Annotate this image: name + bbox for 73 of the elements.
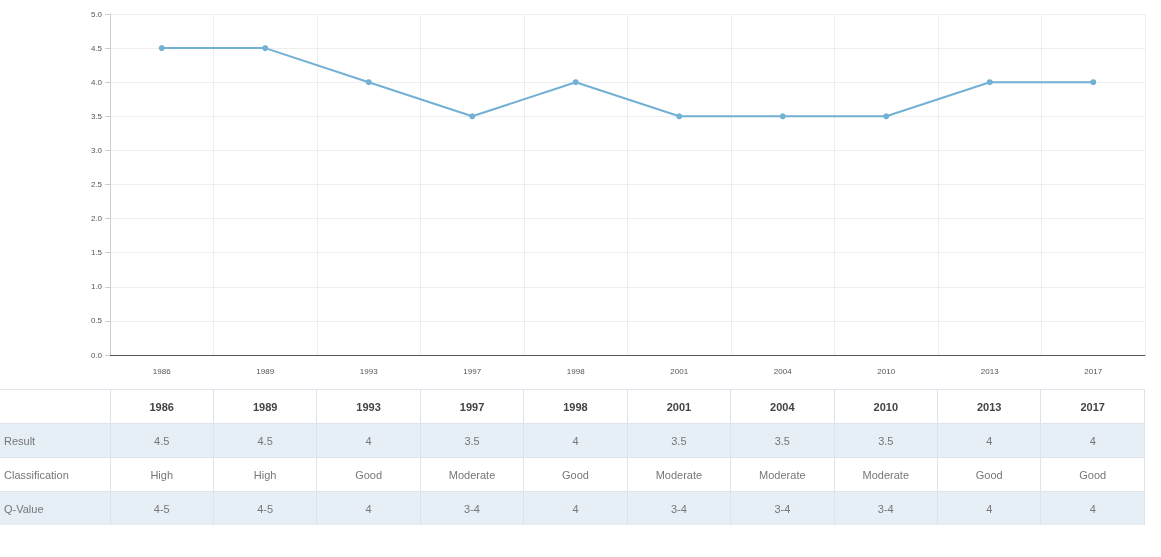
- category-label: 2010: [873, 400, 899, 413]
- y-tick-label: 5.0: [90, 9, 103, 19]
- text: 3-4: [834, 491, 938, 525]
- text: 4-5: [213, 491, 317, 525]
- data-label: 4: [316, 423, 421, 458]
- data-label: 3.5: [627, 423, 731, 458]
- text: Good: [937, 457, 1041, 492]
- category-label: 2017: [1080, 400, 1105, 413]
- category-label: 1998: [563, 400, 588, 413]
- text: 4: [523, 491, 628, 525]
- x-tick-label: 1998: [566, 366, 586, 376]
- point: [365, 79, 372, 86]
- text: Classification: [0, 457, 110, 492]
- point: [883, 113, 890, 120]
- category-label: 1997: [459, 400, 485, 413]
- y-tick-label: 0.5: [90, 316, 103, 326]
- point: [469, 113, 476, 120]
- category-label: 1986: [149, 400, 174, 413]
- data-label: 4: [1040, 423, 1145, 458]
- data-label: 3.5: [834, 423, 938, 458]
- point: [1090, 79, 1097, 86]
- point: [572, 79, 579, 86]
- text: High: [110, 457, 214, 492]
- x-tick-label: 2004: [773, 366, 793, 376]
- x-tick-label: 1989: [256, 366, 275, 376]
- point: [986, 79, 993, 86]
- x-tick-label: 2010: [877, 366, 896, 376]
- x-tick-label: 1993: [359, 366, 379, 376]
- text: 3-4: [730, 491, 835, 525]
- point: [779, 113, 786, 120]
- text: Moderate: [834, 457, 938, 492]
- x-tick-label: 1986: [152, 366, 172, 376]
- x-tick-label: 2017: [1084, 366, 1103, 376]
- data-label: 4: [523, 423, 628, 458]
- y-tick-label: 2.0: [90, 214, 103, 224]
- x-tick-label: 2013: [980, 366, 1000, 376]
- text: High: [213, 457, 317, 492]
- text: Good: [523, 457, 628, 492]
- y-tick-label: 3.0: [90, 145, 103, 155]
- data-label: 4: [937, 423, 1041, 458]
- text: 3-4: [420, 491, 524, 525]
- category-label: 2004: [770, 400, 795, 413]
- text: Result: [0, 423, 110, 458]
- text: 4: [316, 491, 421, 525]
- category-label: 1993: [356, 400, 381, 413]
- point: [262, 45, 269, 52]
- y-tick-label: 3.5: [90, 111, 103, 121]
- y-tick-label: 1.5: [90, 248, 103, 258]
- point: [676, 113, 683, 120]
- x-tick-label: 1997: [463, 366, 482, 376]
- text: Good: [316, 457, 421, 492]
- y-tick-label: 0.0: [90, 350, 103, 360]
- data-label: 4.5: [213, 423, 317, 458]
- data-label: 3.5: [730, 423, 835, 458]
- point: [158, 45, 165, 52]
- y-tick-label: 1.0: [90, 282, 103, 292]
- y-tick-label: 4.0: [90, 77, 103, 87]
- text: 4: [937, 491, 1041, 525]
- data-label: 3.5: [420, 423, 524, 458]
- text: Moderate: [420, 457, 524, 492]
- y-tick-label: 2.5: [90, 180, 103, 189]
- y-tick-label: 4.5: [90, 43, 103, 53]
- text: Moderate: [730, 457, 835, 492]
- x-tick-label: 2001: [670, 366, 689, 376]
- text: Q-Value: [0, 491, 110, 525]
- text: 3-4: [627, 491, 731, 525]
- category-label: 2001: [666, 400, 692, 413]
- category-label: 2013: [976, 400, 1002, 413]
- text: Good: [1040, 457, 1145, 492]
- category-label: 1989: [252, 400, 278, 413]
- text: 4: [1040, 491, 1145, 525]
- text: 4-5: [110, 491, 214, 525]
- text: Moderate: [627, 457, 731, 492]
